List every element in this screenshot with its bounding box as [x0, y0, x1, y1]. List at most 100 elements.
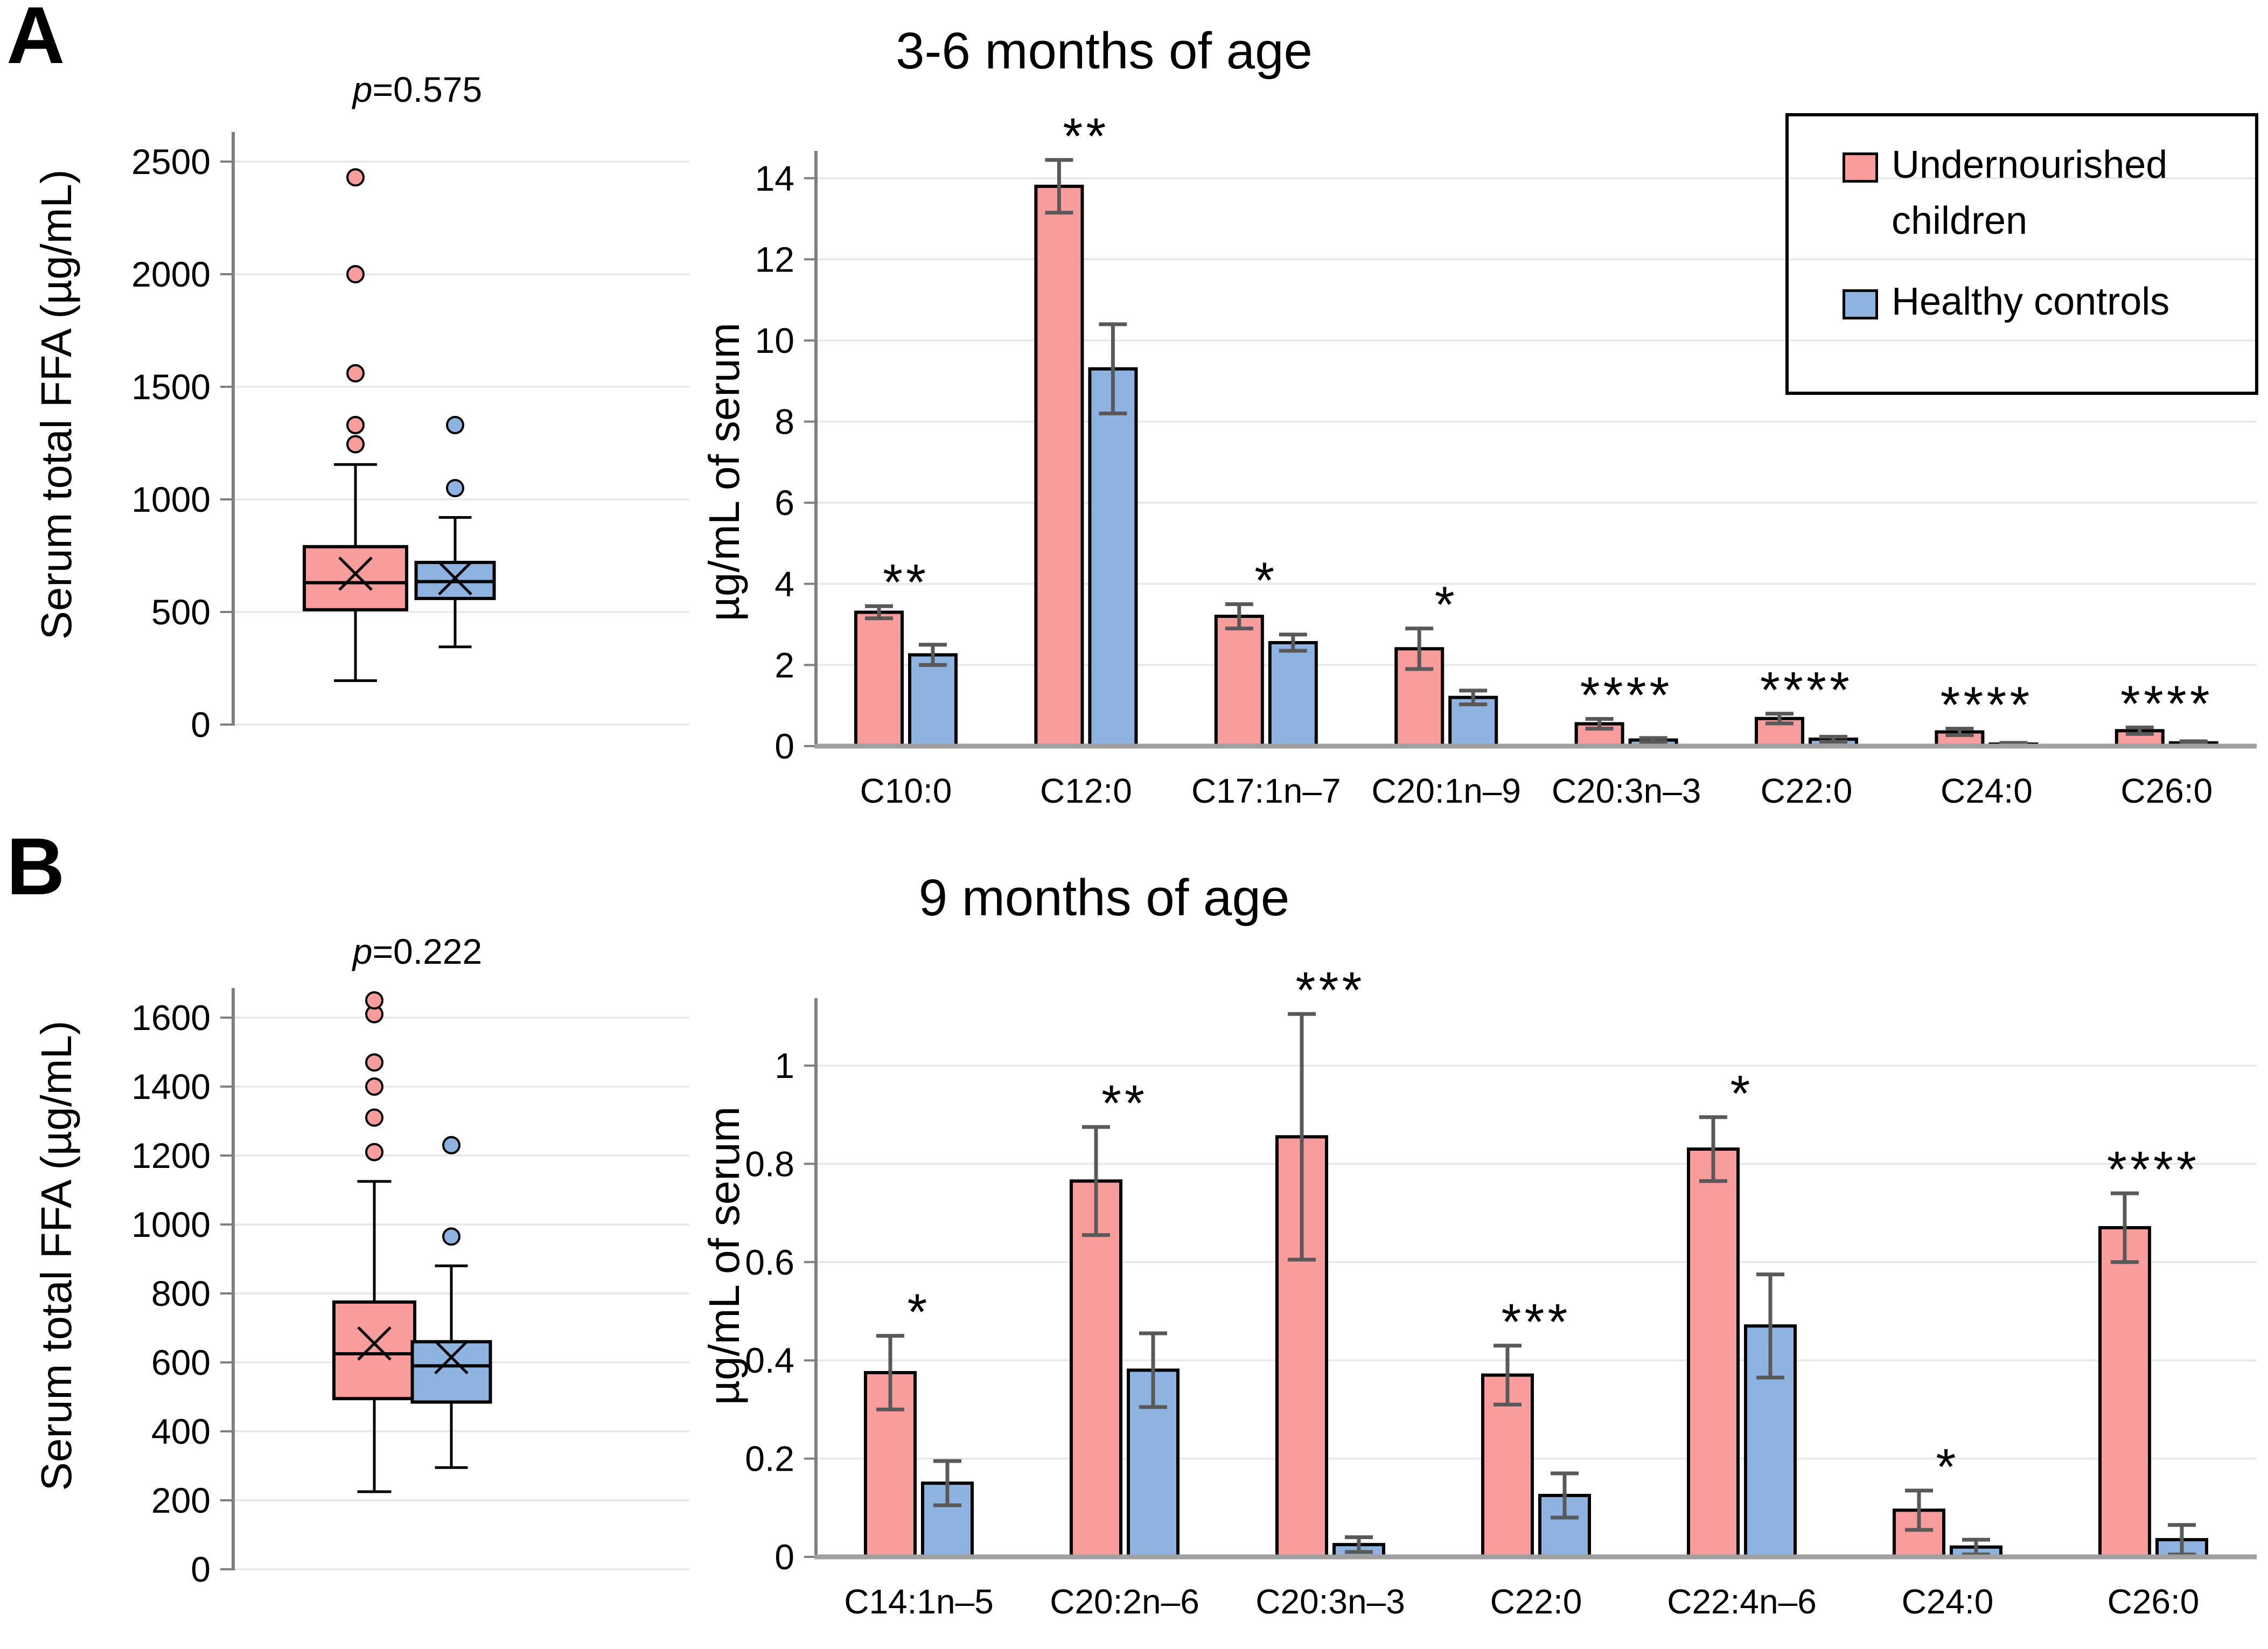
category-label: C24:0: [1941, 771, 2033, 810]
panel-a-title: 3-6 months of age: [896, 22, 1313, 80]
mean-marker: [434, 1340, 469, 1375]
y-tick-label: 2500: [131, 142, 211, 182]
significance-label: *: [908, 1284, 931, 1341]
significance-label: ****: [1580, 667, 1673, 724]
mean-marker: [357, 1326, 392, 1361]
category-label: C26:0: [2120, 771, 2213, 810]
significance-label: *: [1254, 552, 1278, 609]
category-label: C20:3n–3: [1255, 1582, 1405, 1621]
y-tick-label: 0.6: [745, 1242, 794, 1282]
outlier: [346, 168, 365, 187]
y-tick-label: 1: [774, 1046, 794, 1086]
legend-item-healthy: Healthy controls: [1843, 274, 2244, 330]
mean-marker: [338, 556, 373, 591]
p-symbol: p: [352, 931, 373, 971]
outlier: [346, 435, 365, 454]
y-tick-label: 0.2: [745, 1439, 794, 1479]
bar: [854, 610, 904, 748]
y-tick-label: 2000: [131, 254, 211, 294]
p-value-text: =0.575: [372, 69, 483, 109]
category-label: C20:3n–3: [1552, 771, 1701, 810]
y-tick-label: 0: [774, 1537, 794, 1577]
p-symbol: p: [352, 69, 373, 109]
category-label: C14:1n–5: [844, 1582, 994, 1621]
category-label: C20:2n–6: [1050, 1582, 1199, 1621]
significance-label: *: [1435, 576, 1458, 634]
bar: [1687, 1147, 1740, 1559]
y-tick-label: 8: [774, 402, 794, 442]
y-tick-label: 0: [774, 726, 794, 766]
legend: Undernourished children Healthy controls: [1785, 113, 2258, 395]
bar: [2098, 1226, 2151, 1558]
y-tick-label: 14: [755, 158, 794, 198]
category-label: C26:0: [2108, 1582, 2200, 1621]
significance-label: **: [883, 554, 929, 611]
significance-label: **: [1101, 1075, 1148, 1132]
significance-label: **: [1063, 108, 1109, 165]
y-tick-label: 0.4: [745, 1340, 794, 1380]
outlier: [365, 1053, 383, 1072]
y-tick-label: 200: [151, 1480, 211, 1520]
bar: [1214, 615, 1264, 748]
y-tick-label: 1000: [131, 479, 211, 519]
boxplot-a-p-value: p=0.575: [269, 69, 566, 110]
significance-label: ****: [1940, 677, 2033, 734]
category-label: C12:0: [1040, 771, 1132, 810]
y-tick-label: 1500: [131, 367, 211, 407]
category-label: C10:0: [860, 771, 952, 810]
outlier: [365, 1077, 383, 1096]
y-tick-label: 800: [151, 1274, 211, 1313]
outlier: [446, 479, 464, 498]
y-tick-label: 1400: [131, 1067, 211, 1107]
significance-label: ****: [1760, 662, 1853, 719]
barchart-b: 00.20.40.60.81*C14:1n–5**C20:2n–6***C20:…: [745, 962, 2257, 1621]
legend-label: Undernourished children: [1892, 143, 2168, 243]
y-tick-label: 400: [151, 1411, 211, 1451]
significance-label: ***: [1296, 962, 1365, 1019]
boxplot-b-p-value: p=0.222: [269, 931, 566, 972]
y-tick-label: 2: [774, 645, 794, 685]
legend-item-undernourished: Undernourished children: [1843, 137, 2244, 249]
category-label: C22:0: [1490, 1582, 1582, 1621]
panel-b-title: 9 months of age: [918, 869, 1290, 927]
outlier: [365, 1108, 383, 1127]
significance-label: ****: [2107, 1141, 2200, 1198]
y-tick-label: 0: [191, 1549, 211, 1589]
barchart-a: 0 2 4 6 8 10 12 14 ** C10:0 ** C12:0 * C17:1n–7 * C20:1…: [755, 108, 2257, 810]
panel-b-letter: B: [6, 821, 65, 912]
bar: [1268, 641, 1318, 748]
outlier: [442, 1136, 460, 1154]
significance-label: *: [1936, 1438, 1959, 1495]
y-tick-label: 6: [774, 483, 794, 523]
mean-marker: [438, 561, 472, 596]
category-label: C22:4n–6: [1667, 1582, 1817, 1621]
significance-label: *: [1730, 1065, 1754, 1122]
bar: [1034, 184, 1084, 748]
bar: [908, 653, 958, 748]
y-tick-label: 12: [755, 239, 794, 279]
category-label: C24:0: [1902, 1582, 1994, 1621]
box: [303, 545, 408, 611]
y-tick-label: 1600: [131, 998, 211, 1038]
outlier: [346, 265, 365, 283]
bar: [1070, 1179, 1122, 1558]
significance-label: ****: [2120, 675, 2213, 732]
outlier: [346, 416, 365, 435]
y-tick-label: 10: [755, 321, 794, 360]
legend-label: Healthy controls: [1892, 280, 2170, 323]
outlier: [365, 1143, 383, 1161]
y-tick-label: 0.8: [745, 1144, 794, 1184]
p-value-text: =0.222: [372, 931, 483, 971]
panel-a-letter: A: [6, 0, 65, 80]
y-tick-label: 4: [774, 564, 794, 604]
category-label: C22:0: [1761, 771, 1853, 810]
y-tick-label: 0: [191, 705, 211, 745]
category-label: C20:1n–9: [1371, 771, 1521, 810]
box: [410, 1340, 492, 1404]
y-tick-label: 600: [151, 1342, 211, 1382]
outlier: [442, 1227, 460, 1246]
y-tick-label: 500: [151, 592, 211, 632]
outlier: [365, 991, 383, 1010]
boxplot-b: 0 200 400 600 800 1000 1200 1400 1600: [131, 988, 689, 1589]
